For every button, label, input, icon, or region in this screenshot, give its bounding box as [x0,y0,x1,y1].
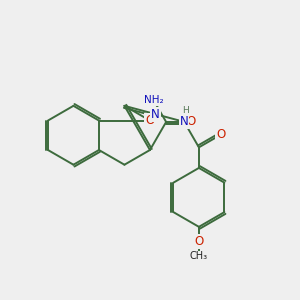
Text: O: O [216,128,225,141]
Text: H: H [182,106,189,115]
Text: N: N [180,115,188,128]
Text: O: O [187,116,196,128]
Text: O: O [145,114,154,127]
Text: NH₂: NH₂ [144,95,164,105]
Text: N: N [152,108,160,121]
Text: CH₃: CH₃ [190,251,208,261]
Text: O: O [194,235,203,248]
